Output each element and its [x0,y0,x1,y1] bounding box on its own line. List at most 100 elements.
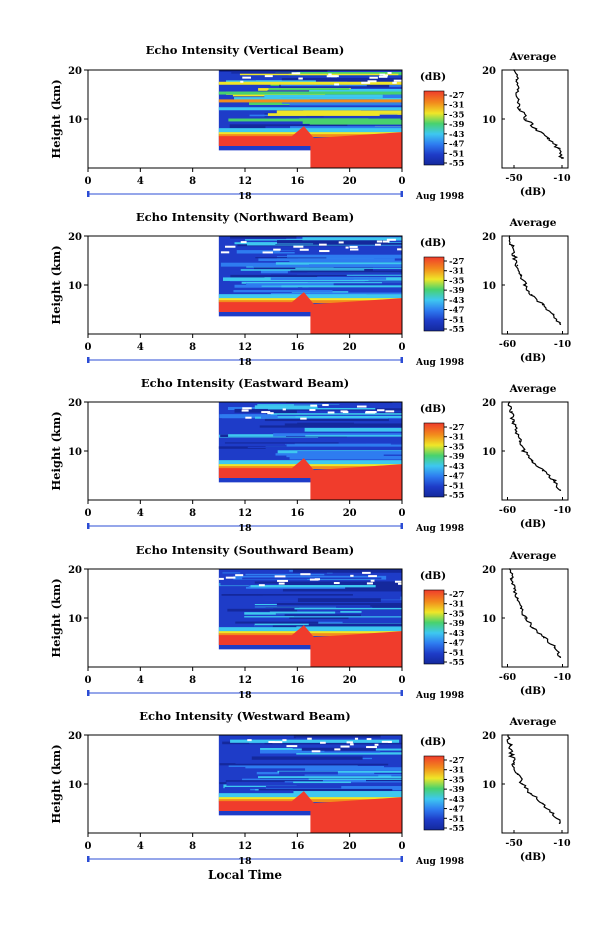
heatmap-streak [224,439,326,443]
heatmap-gap [370,579,375,582]
profile-y-tick-label: 10 [482,780,496,791]
heatmap-streak [257,275,318,279]
profile-x-axis-title: (dB) [520,851,546,863]
colorbar-tick-label: -39 [449,120,464,130]
heatmap-streak [257,776,402,779]
heatmap-layer [218,81,402,85]
colorbar-tick-label: -35 [449,609,464,619]
heatmap-gap [385,410,395,413]
heatmap-streak [284,423,402,428]
heatmap-streak [228,118,401,122]
colorbar-tick-label: -31 [449,600,464,610]
heatmap-streak [285,609,341,613]
profile-x-tick-label: -10 [553,838,571,849]
x-tick-label: 0 [399,342,406,353]
date-marker [87,191,90,197]
heatmap-streak [296,752,402,755]
colorbar-tick-label: -51 [449,315,464,325]
profile-point [515,430,518,433]
colorbar-tick-label: -27 [449,91,464,101]
heatmap-gap [366,746,377,749]
heatmap-streak [309,264,402,268]
profile-point [543,636,545,639]
profile-title: Average [509,217,557,229]
heatmap-streak [264,418,389,422]
profile-line [513,69,565,159]
panel-1: Echo Intensity (Northward Beam) 10 20 Heigh… [49,210,571,368]
day-label: 18 [238,856,252,867]
heatmap-streak [239,73,399,76]
heatmap-gap [367,80,377,83]
heatmap-gap [383,74,388,77]
panel-0: Echo Intensity (Vertical Beam) 10 20 Height… [49,43,571,202]
heatmap-streak [244,616,402,618]
panels-group: Echo Intensity (Vertical Beam) 10 20 Height… [49,43,571,867]
colorbar [423,755,445,831]
heatmap-image [218,70,402,168]
profile-point [532,627,534,629]
panel-title: Echo Intensity (Eastward Beam) [141,376,349,390]
heatmap-image [218,402,402,500]
x-tick-label: 8 [189,841,196,852]
heatmap-streak [277,770,402,773]
x-tick-label: 0 [85,508,92,519]
x-tick-label: 16 [290,342,304,353]
heatmap-gap [310,404,317,407]
profile-point [508,568,511,570]
heatmap-gap [309,578,319,581]
heatmap-streak [275,262,402,265]
profile-point [523,450,525,452]
profile-point [530,793,532,795]
y-tick-label: 20 [68,398,82,409]
heatmap-boundary-layer [218,625,402,667]
colorbar-tick-label: -39 [449,785,464,795]
date-marker [87,357,90,363]
heatmap-streak [275,242,402,245]
heatmap-streak [242,577,382,580]
colorbar-unit: (dB) [420,403,446,415]
x-tick-label: 20 [343,841,357,852]
profile-y-tick-label: 10 [482,614,496,625]
profile-x-tick-label: -10 [554,339,572,350]
x-tick-label: 4 [137,675,144,686]
profile-point [554,646,556,649]
heatmap-gap [309,408,316,411]
x-tick-label: 16 [290,841,304,852]
y-axis-title: Height (km) [49,578,63,657]
profile-frame [501,401,569,501]
profile-line [509,568,562,658]
heatmap-gap [333,582,340,585]
x-tick-label: 0 [85,342,92,353]
heatmap-gap [393,79,402,82]
date-label: Aug 1998 [415,524,464,534]
heatmap-streak [267,113,380,116]
colorbar-unit: (dB) [420,570,446,582]
heatmap-streak [295,267,402,269]
heatmap-layer [218,107,402,111]
heatmap-streak [304,427,402,432]
heatmap-streak [305,767,402,771]
heatmap-streak [288,71,402,76]
heatmap-gap [314,578,321,581]
profile-point [559,489,562,492]
x-tick-label: 12 [238,508,252,519]
heatmap-gap [261,411,271,414]
profile-point [519,108,521,110]
heatmap-streak [258,788,393,792]
profile-y-tick-label: 10 [482,281,496,292]
heatmap-streak [234,408,321,413]
heatmap-streak [302,237,402,241]
profile-point [559,323,562,326]
heatmap-gap [366,582,373,585]
profile-y-tick-label: 20 [482,731,496,742]
profile-point [513,69,515,71]
heatmap-gap [225,245,236,248]
y-axis-title: Height (km) [49,744,63,823]
day-label: 18 [238,357,252,368]
heatmap-gap [361,81,371,84]
profile-x-tick-label: -60 [499,505,517,516]
profile-point [507,734,509,736]
x-tick-label: 8 [189,675,196,686]
colorbar-tick-label: -39 [449,452,464,462]
heatmap-streak [293,404,402,409]
